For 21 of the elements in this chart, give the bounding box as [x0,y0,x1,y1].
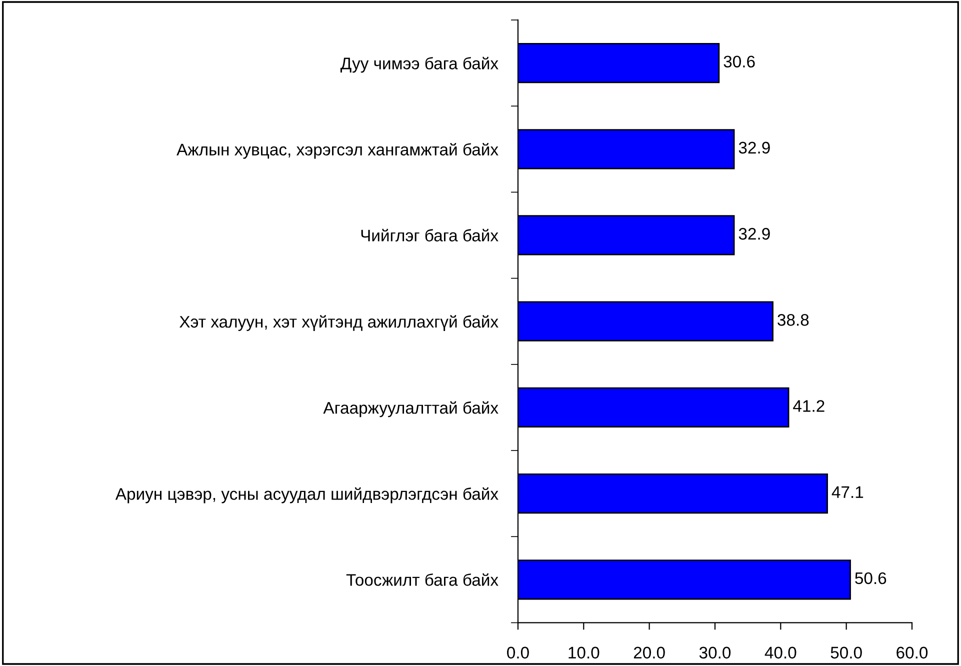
x-tick-label: 30.0 [699,646,731,659]
y-tick-label: Хэт халуун, хэт хүйтэнд ажиллахгүй байх [180,315,498,331]
data-label: 32.9 [738,142,770,154]
y-tick-label: Тоосжилт бага байх [346,573,498,586]
x-tick-label: 0.0 [507,646,529,659]
y-tick-label: Ажлын хувцас, хэрэгсэл хангамжтай байх [176,142,498,159]
data-label: 30.6 [724,56,755,68]
data-label: 38.8 [778,314,809,326]
x-tick-label: 20.0 [634,646,665,659]
data-label: 47.1 [832,486,864,498]
x-tick-label: 10.0 [568,646,600,659]
x-tick-label: 40.0 [764,646,796,659]
y-tick-label: Дуу чимээ бага байх [340,56,498,73]
y-tick-label: Чийглэг бага байх [361,228,498,242]
data-label: 41.2 [793,400,824,412]
x-tick-label: 60.0 [896,646,928,659]
x-tick-label: 50.0 [830,646,862,659]
y-tick-label: Ариун цэвэр, усны асуудал шийдвэрлэгдсэн байх [115,487,498,504]
y-tick-label: Агааржуулалттай байх [323,401,498,418]
data-label: 50.6 [855,572,886,584]
data-label: 32.9 [738,228,770,240]
